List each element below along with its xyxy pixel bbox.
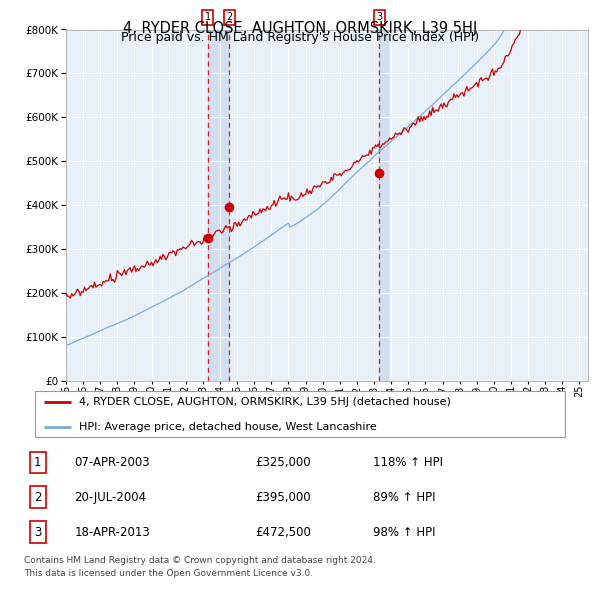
Text: 18-APR-2013: 18-APR-2013	[74, 526, 150, 539]
Text: 2: 2	[34, 490, 41, 504]
Text: £472,500: £472,500	[255, 526, 311, 539]
Text: 4, RYDER CLOSE, AUGHTON, ORMSKIRK, L39 5HJ (detached house): 4, RYDER CLOSE, AUGHTON, ORMSKIRK, L39 5…	[79, 398, 451, 408]
Text: 2: 2	[226, 12, 233, 22]
FancyBboxPatch shape	[35, 391, 565, 437]
Text: 118% ↑ HPI: 118% ↑ HPI	[373, 455, 443, 468]
Text: 3: 3	[376, 12, 382, 22]
Text: 20-JUL-2004: 20-JUL-2004	[74, 490, 146, 504]
Text: HPI: Average price, detached house, West Lancashire: HPI: Average price, detached house, West…	[79, 421, 376, 431]
Bar	[379, 30, 388, 381]
Bar	[208, 30, 229, 381]
Text: 98% ↑ HPI: 98% ↑ HPI	[373, 526, 436, 539]
Text: 89% ↑ HPI: 89% ↑ HPI	[373, 490, 436, 504]
Text: Price paid vs. HM Land Registry's House Price Index (HPI): Price paid vs. HM Land Registry's House …	[121, 31, 479, 44]
Text: 1: 1	[34, 455, 41, 468]
Text: Contains HM Land Registry data © Crown copyright and database right 2024.
This d: Contains HM Land Registry data © Crown c…	[23, 556, 376, 578]
Text: £325,000: £325,000	[255, 455, 311, 468]
Text: 4, RYDER CLOSE, AUGHTON, ORMSKIRK, L39 5HJ: 4, RYDER CLOSE, AUGHTON, ORMSKIRK, L39 5…	[123, 21, 477, 35]
Text: 1: 1	[205, 12, 211, 22]
Text: 07-APR-2003: 07-APR-2003	[74, 455, 150, 468]
Text: 3: 3	[34, 526, 41, 539]
Text: £395,000: £395,000	[255, 490, 311, 504]
